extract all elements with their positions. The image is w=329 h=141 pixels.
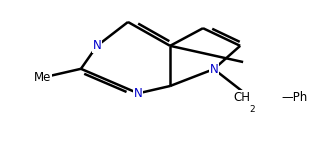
Text: —Ph: —Ph — [281, 91, 308, 104]
Text: 2: 2 — [249, 105, 255, 114]
Text: N: N — [93, 39, 101, 52]
Text: N: N — [210, 63, 218, 76]
Text: Me: Me — [34, 71, 51, 84]
Text: N: N — [134, 87, 142, 100]
Text: CH: CH — [233, 91, 250, 104]
